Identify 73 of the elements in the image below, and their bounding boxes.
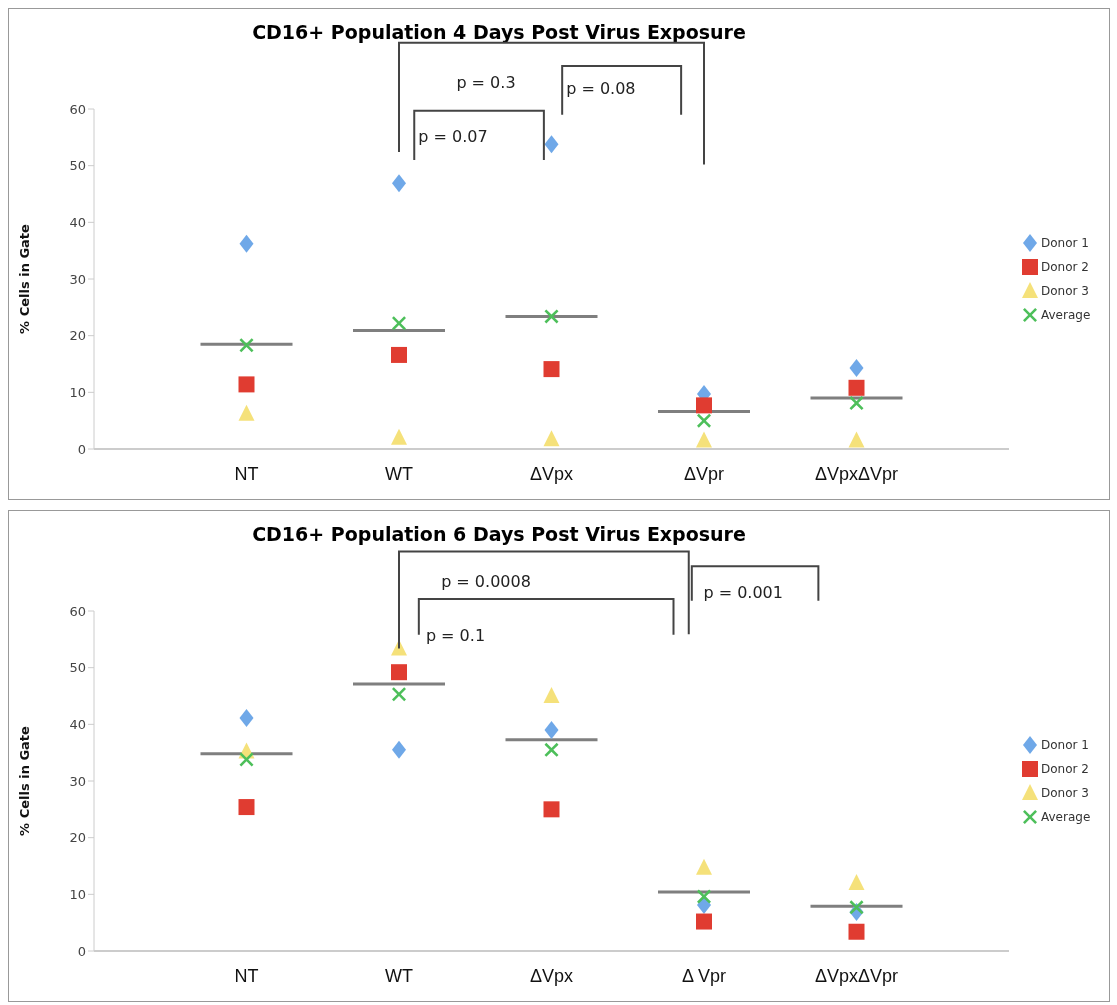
point bbox=[849, 396, 864, 411]
y-tick-label: 40 bbox=[69, 214, 86, 230]
y-tick-label: 10 bbox=[69, 886, 86, 902]
y-axis-title: % Cells in Gate bbox=[16, 223, 32, 334]
x-tick-label: ΔVpx bbox=[529, 965, 574, 986]
point bbox=[543, 430, 560, 447]
point bbox=[238, 404, 255, 421]
legend-label: Donor 3 bbox=[1041, 284, 1089, 298]
point bbox=[696, 858, 712, 875]
y-tick-label: 10 bbox=[69, 384, 86, 400]
y-tick-label: 60 bbox=[69, 603, 86, 619]
point bbox=[392, 174, 406, 193]
point bbox=[696, 431, 712, 448]
point bbox=[239, 234, 254, 253]
y-tick-label: 20 bbox=[69, 328, 86, 344]
legend-label: Donor 3 bbox=[1041, 786, 1089, 800]
x-tick-label: WT bbox=[385, 965, 413, 986]
point bbox=[697, 413, 711, 428]
legend-label: Donor 2 bbox=[1041, 762, 1089, 776]
point bbox=[391, 664, 407, 681]
x-tick-label: ΔVpxΔVpr bbox=[814, 463, 899, 484]
annotation: p = 0.07 bbox=[418, 127, 488, 147]
x-tick-label: NT bbox=[234, 463, 259, 484]
legend-label: Donor 1 bbox=[1041, 236, 1089, 250]
point bbox=[543, 361, 560, 378]
point bbox=[543, 687, 560, 703]
chart-title: CD16+ Population 4 Days Post Virus Exposure bbox=[251, 21, 747, 43]
text: p = 0.08 bbox=[566, 79, 636, 99]
y-tick-label: 50 bbox=[69, 158, 86, 174]
point bbox=[392, 687, 406, 702]
x-tick-label: ΔVpx bbox=[529, 463, 574, 484]
chart-title: CD16+ Population 6 Days Post Virus Exposure bbox=[251, 523, 747, 545]
point bbox=[543, 801, 560, 818]
legend-label: Donor 1 bbox=[1041, 738, 1089, 752]
y-axis-title: % Cells in Gate bbox=[16, 725, 32, 836]
x-tick-label: WT bbox=[385, 463, 413, 484]
point bbox=[848, 923, 865, 940]
point bbox=[848, 874, 865, 890]
x-tick-label: Δ Vpr bbox=[681, 965, 727, 986]
point bbox=[696, 397, 712, 414]
x-tick-label: ΔVpxΔVpr bbox=[814, 965, 899, 986]
legend-label: Donor 2 bbox=[1041, 260, 1089, 274]
point bbox=[544, 135, 559, 154]
text: p = 0.001 bbox=[703, 582, 783, 602]
y-tick-label: 30 bbox=[69, 773, 86, 789]
annotation: p = 0.1 bbox=[425, 625, 486, 645]
point bbox=[544, 721, 559, 739]
point bbox=[544, 742, 559, 757]
legend-label: Average bbox=[1041, 308, 1091, 322]
x-tick-label: NT bbox=[234, 965, 259, 986]
x-tick-label: ΔVpr bbox=[683, 463, 725, 484]
y-tick-label: 60 bbox=[69, 101, 86, 117]
point bbox=[848, 379, 865, 396]
y-tick-label: 0 bbox=[77, 943, 86, 959]
point bbox=[849, 358, 864, 377]
y-tick-label: 50 bbox=[69, 660, 86, 676]
point bbox=[391, 428, 407, 445]
legend-label: Average bbox=[1041, 810, 1091, 824]
y-tick-label: 0 bbox=[77, 441, 86, 457]
point bbox=[696, 913, 712, 930]
point bbox=[392, 740, 406, 759]
text: p = 0.3 bbox=[456, 72, 516, 92]
point bbox=[848, 431, 865, 448]
point bbox=[239, 709, 254, 728]
point bbox=[391, 346, 407, 363]
y-tick-label: 40 bbox=[69, 716, 86, 732]
point bbox=[238, 799, 255, 816]
point bbox=[697, 889, 711, 904]
point bbox=[238, 376, 255, 393]
y-tick-label: 20 bbox=[69, 830, 86, 846]
point bbox=[239, 338, 254, 353]
y-tick-label: 30 bbox=[69, 271, 86, 287]
text: p = 0.0008 bbox=[441, 571, 531, 591]
